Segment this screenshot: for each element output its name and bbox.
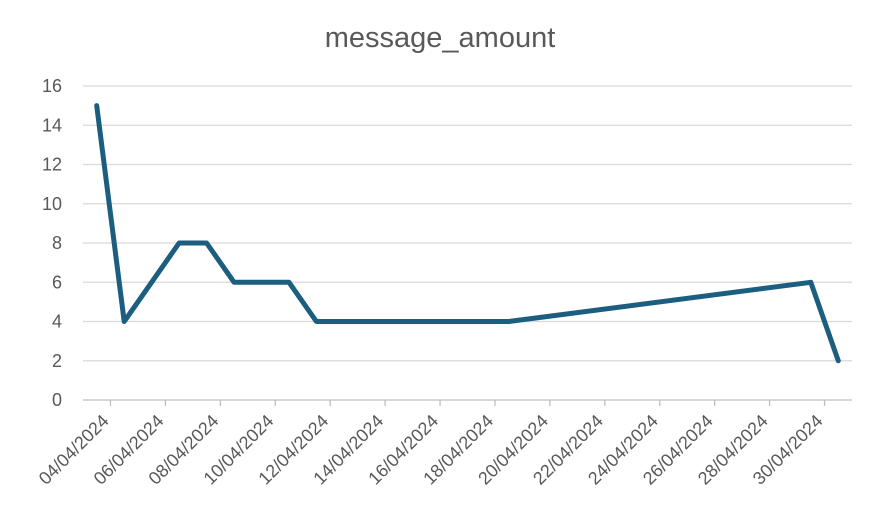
- y-tick-label: 16: [42, 76, 62, 96]
- y-tick-label: 0: [52, 390, 62, 410]
- series-group: [94, 103, 841, 364]
- y-tick-label: 2: [52, 351, 62, 371]
- y-axis-tick-labels: 0 2 4 6 8 10 12 14 16: [42, 76, 62, 410]
- y-tick-label: 6: [52, 272, 62, 292]
- y-tick-label: 14: [42, 115, 62, 135]
- chart-title: message_amount: [325, 22, 556, 54]
- gridlines: [83, 85, 852, 362]
- y-tick-label: 12: [42, 155, 62, 175]
- y-tick-label: 4: [52, 312, 62, 332]
- series-line: [94, 103, 841, 364]
- y-tick-label: 8: [52, 233, 62, 253]
- x-axis: [83, 399, 852, 406]
- y-tick-label: 10: [42, 194, 62, 214]
- x-axis-tick-labels: 04/04/202406/04/202408/04/202410/04/2024…: [35, 411, 827, 489]
